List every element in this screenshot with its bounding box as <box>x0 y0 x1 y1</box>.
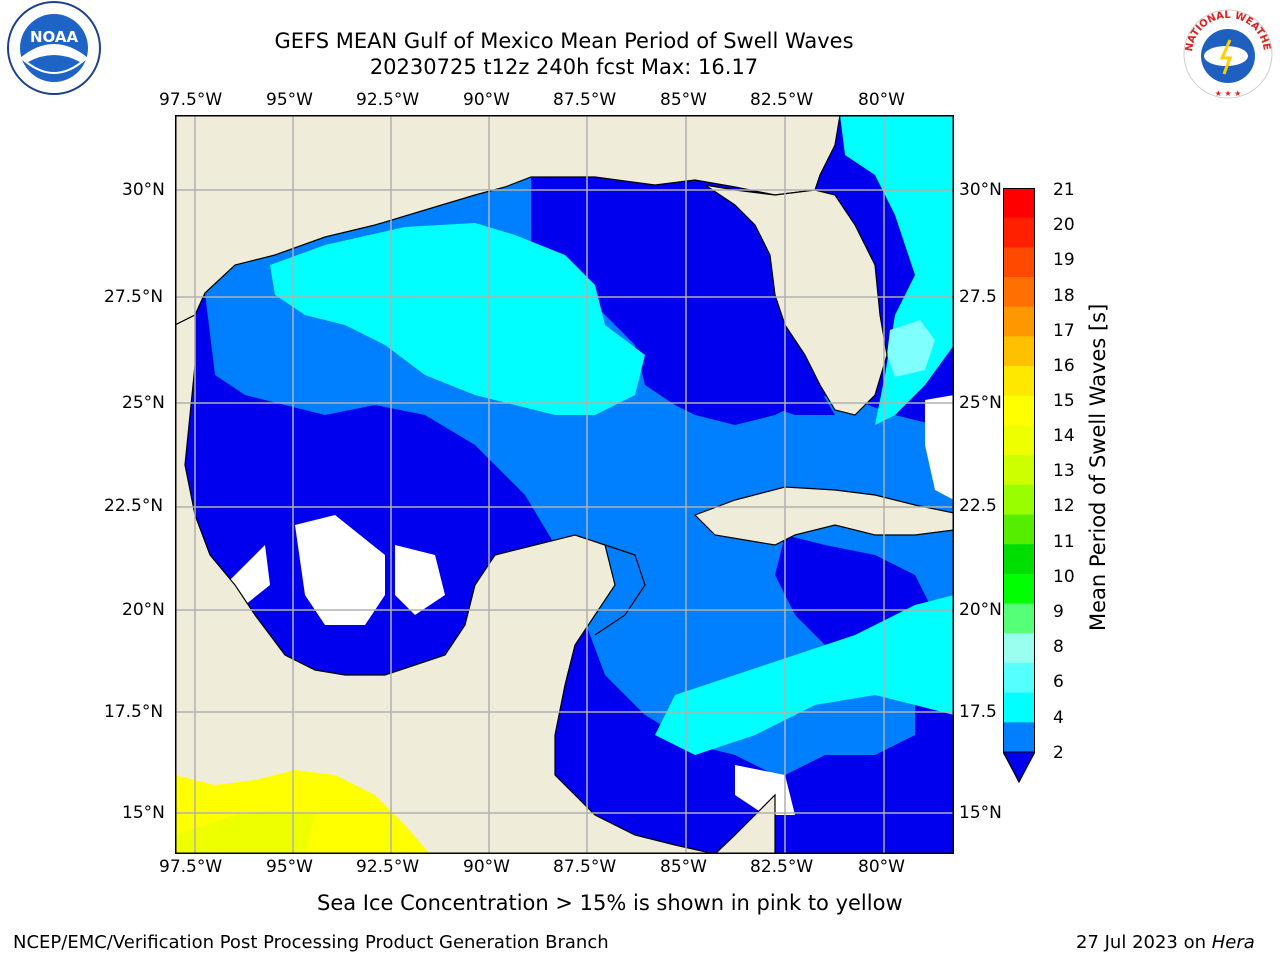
zone-14-15 <box>175 810 315 854</box>
colorbar-tick: 15 <box>1053 391 1075 411</box>
lon-label: 97.5°W <box>159 90 223 110</box>
lat-label: 17.5°N <box>104 702 164 722</box>
colorbar-tick: 12 <box>1053 496 1075 516</box>
map-panel <box>174 114 955 855</box>
land-cuba <box>693 486 955 546</box>
colorbar-swatch <box>1003 722 1035 753</box>
lat-label: 25°N <box>122 393 165 413</box>
lon-label: 90°W <box>463 90 510 110</box>
lat-label: 20°N <box>122 600 165 620</box>
colorbar-tick: 14 <box>1053 426 1075 446</box>
lat-label: 15°N <box>959 803 1002 823</box>
footer-host: Hera <box>1211 932 1255 953</box>
lon-label: 92.5°W <box>356 90 420 110</box>
map-canvas <box>174 114 955 855</box>
colorbar-swatch <box>1003 366 1035 397</box>
footer-credit: NCEP/EMC/Verification Post Processing Pr… <box>13 932 609 953</box>
zone-6-8-caribbean <box>655 595 954 755</box>
colorbar-swatch <box>1003 277 1035 308</box>
lon-label: 80°W <box>858 857 905 877</box>
lat-label: 15°N <box>122 803 165 823</box>
map-grid <box>175 115 954 854</box>
lat-label: 30°N <box>959 180 1002 200</box>
colorbar-tick: 4 <box>1053 708 1064 728</box>
nodata-patch <box>925 395 954 500</box>
colorbar-swatch <box>1003 395 1035 426</box>
colorbar-swatch <box>1003 455 1035 486</box>
colorbar-swatch <box>1003 603 1035 634</box>
colorbar-swatch <box>1003 247 1035 278</box>
colorbar-tick: 8 <box>1053 637 1064 657</box>
lon-label: 97.5°W <box>159 857 223 877</box>
lon-label: 90°W <box>463 857 510 877</box>
lat-label: 22.5°N <box>104 496 164 516</box>
nws-logo: NATIONAL WEATHER SERVICE ★ ★ ★ <box>1174 0 1278 100</box>
nodata-patch <box>735 765 795 815</box>
land-mexico <box>174 314 716 855</box>
lon-label: 95°W <box>266 90 313 110</box>
zone-2-4-east-gulf <box>545 175 835 415</box>
lon-label: 82.5°W <box>750 90 814 110</box>
colorbar-tick: 16 <box>1053 356 1075 376</box>
colorbar-swatch <box>1003 544 1035 575</box>
colorbar-tick: 10 <box>1053 567 1075 587</box>
chart-title: GEFS MEAN Gulf of Mexico Mean Period of … <box>274 29 854 53</box>
lon-label: 87.5°W <box>553 90 617 110</box>
colorbar-swatch <box>1003 425 1035 456</box>
zone-8-9 <box>887 320 935 377</box>
footer-date: 27 Jul 2023 on Hera <box>1076 932 1255 953</box>
colorbar-swatch <box>1003 484 1035 516</box>
colorbar-tick: 20 <box>1053 215 1075 235</box>
colorbar-swatch <box>1003 306 1035 337</box>
lon-label: 85°W <box>660 857 707 877</box>
colorbar-swatches <box>1002 188 1036 784</box>
lon-label: 85°W <box>660 90 707 110</box>
land-florida <box>704 184 888 416</box>
land-us <box>174 114 841 326</box>
colorbar-tick: 18 <box>1053 286 1075 306</box>
nodata-patch <box>395 545 445 615</box>
lat-label: 22.5 <box>959 496 997 516</box>
colorbar-swatch <box>1003 692 1035 723</box>
lat-label: 25°N <box>959 393 1002 413</box>
colorbar-swatch <box>1003 573 1035 605</box>
colorbar-frame <box>1003 188 1035 784</box>
svg-text:★ ★ ★: ★ ★ ★ <box>1215 89 1242 98</box>
lat-label: 17.5 <box>959 702 997 722</box>
colorbar-swatch <box>1003 514 1035 545</box>
colorbar-tick: 19 <box>1053 250 1075 270</box>
zone-6-8-north <box>270 223 645 415</box>
nodata-patch <box>295 515 385 625</box>
footer-date-text: 27 Jul 2023 on <box>1076 932 1212 953</box>
colorbar-swatch <box>1003 217 1035 248</box>
chart-subtitle: 20230725 t12z 240h fcst Max: 16.17 <box>369 55 759 79</box>
lon-label: 95°W <box>266 857 313 877</box>
lon-label: 80°W <box>858 90 905 110</box>
colorbar-label: Mean Period of Swell Waves [s] <box>1086 303 1110 631</box>
lat-label: 30°N <box>122 180 165 200</box>
sea-ice-caption: Sea Ice Concentration > 15% is shown in … <box>317 891 903 915</box>
colorbar-tick: 11 <box>1053 532 1075 552</box>
map-frame <box>175 115 954 854</box>
colorbar-swatch <box>1003 662 1035 694</box>
colorbar-swatch <box>1003 188 1035 219</box>
colorbar-tick: 21 <box>1053 180 1075 200</box>
lat-label: 27.5 <box>959 287 997 307</box>
colorbar-tick: 6 <box>1053 672 1064 692</box>
colorbar-swatch <box>1003 633 1035 664</box>
colorbar-tick: 9 <box>1053 602 1064 622</box>
colorbar <box>1002 188 1036 784</box>
lon-label: 87.5°W <box>553 857 617 877</box>
lon-label: 92.5°W <box>356 857 420 877</box>
colorbar-tick: 2 <box>1053 743 1064 763</box>
lat-label: 20°N <box>959 600 1002 620</box>
colorbar-tick: 17 <box>1053 321 1075 341</box>
noaa-logo-text: NOAA <box>30 28 79 46</box>
colorbar-tick: 13 <box>1053 461 1075 481</box>
colorbar-extend-arrow <box>1002 751 1036 784</box>
lat-label: 27.5°N <box>104 287 164 307</box>
noaa-logo: NOAA <box>4 0 104 100</box>
colorbar-swatch <box>1003 336 1035 367</box>
lon-label: 82.5°W <box>750 857 814 877</box>
